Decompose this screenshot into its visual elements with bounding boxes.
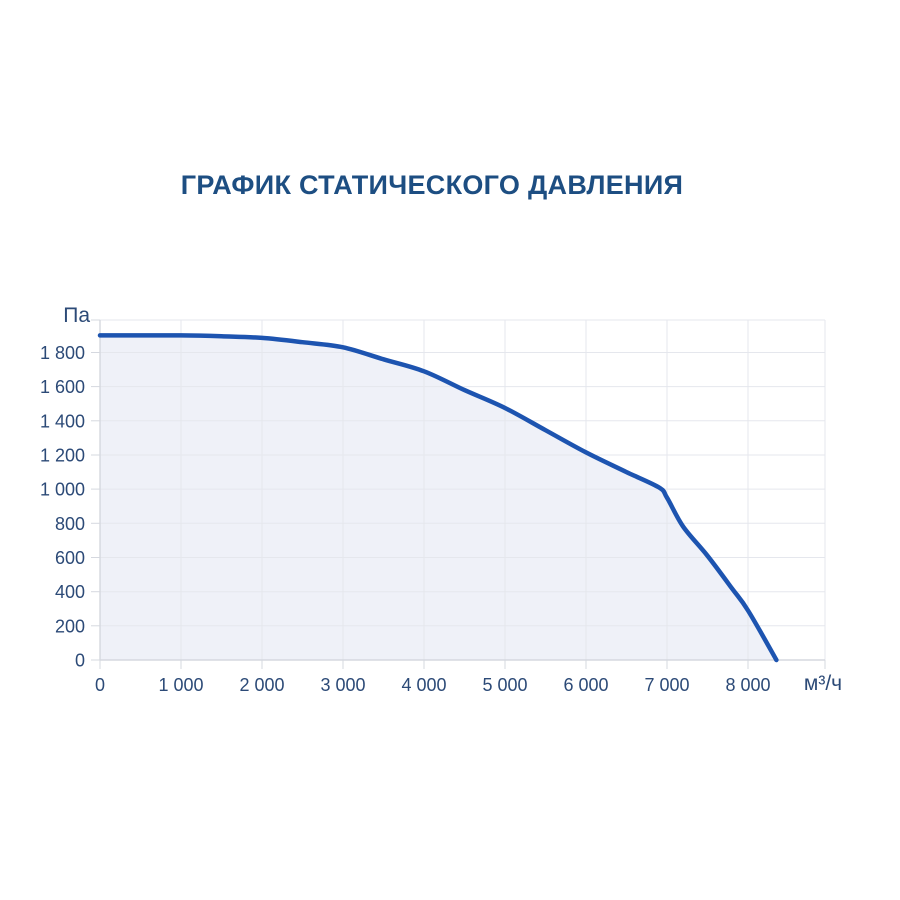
x-tick-label: 7 000 bbox=[644, 675, 689, 695]
x-tick-label: 6 000 bbox=[563, 675, 608, 695]
y-tick-label: 1 400 bbox=[40, 411, 85, 431]
x-tick-label: 2 000 bbox=[239, 675, 284, 695]
chart-title: ГРАФИК СТАТИЧЕСКОГО ДАВЛЕНИЯ bbox=[180, 170, 684, 200]
y-tick-label: 1 200 bbox=[40, 446, 85, 466]
x-tick-label: 3 000 bbox=[320, 675, 365, 695]
pressure-curve bbox=[97, 333, 779, 663]
y-tick-label: 1 800 bbox=[40, 343, 85, 363]
x-tick-label: 8 000 bbox=[725, 675, 770, 695]
curve-area-fill bbox=[100, 335, 777, 660]
x-tick-label: 0 bbox=[95, 675, 105, 695]
x-tick-label: 4 000 bbox=[401, 675, 446, 695]
static-pressure-chart: 0 200 400 600 800 1 000 1 200 1 400 1 600 1 800 0 1… bbox=[40, 319, 826, 695]
y-tick-label: 800 bbox=[55, 514, 85, 534]
x-axis-unit-label: м³/ч bbox=[803, 672, 843, 695]
y-tick-label: 1 600 bbox=[40, 377, 85, 397]
y-tick-label: 0 bbox=[75, 651, 85, 671]
x-tick-label: 5 000 bbox=[482, 675, 527, 695]
y-tick-label: 1 000 bbox=[40, 480, 85, 500]
x-tick-label: 1 000 bbox=[158, 675, 203, 695]
y-tick-label: 400 bbox=[55, 582, 85, 602]
y-axis-unit-label: Па bbox=[63, 304, 90, 327]
y-tick-label: 200 bbox=[55, 616, 85, 636]
y-tick-label: 600 bbox=[55, 548, 85, 568]
